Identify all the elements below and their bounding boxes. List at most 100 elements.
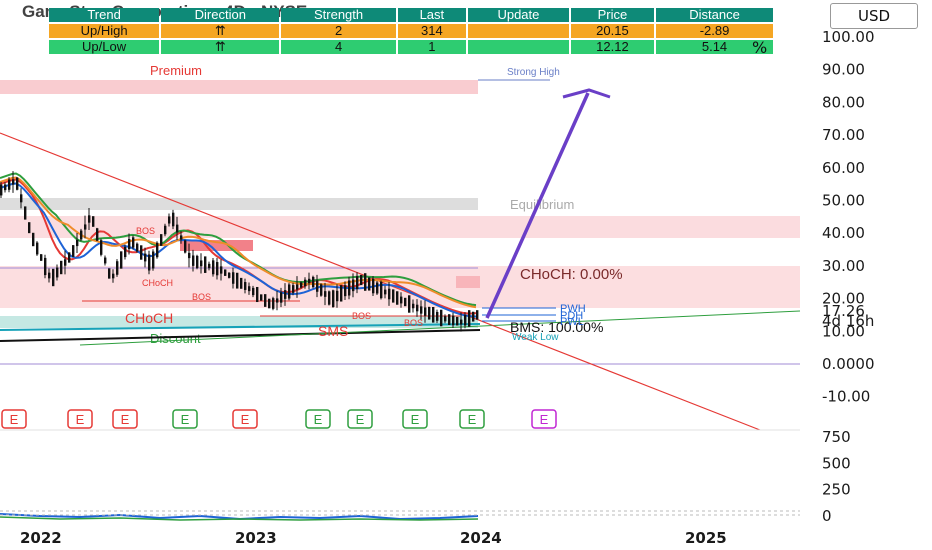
candle-body: [428, 307, 431, 320]
ema-line: [0, 178, 477, 315]
earnings-marker[interactable]: [459, 409, 485, 429]
candle-body: [148, 254, 151, 271]
earnings-marker-label: E: [241, 412, 250, 427]
candle-body: [312, 276, 315, 288]
candle-body: [196, 255, 199, 269]
cell-distance: -2.89: [656, 24, 773, 38]
projection-arrow[interactable]: [485, 92, 590, 319]
candle-body: [468, 310, 471, 327]
candle-body: [116, 261, 119, 275]
earnings-marker[interactable]: [531, 409, 557, 429]
candle-body: [192, 255, 195, 266]
earnings-marker[interactable]: [172, 409, 198, 429]
candle-body: [460, 319, 463, 325]
candle-body: [448, 314, 451, 325]
candle-body: [240, 277, 243, 289]
candle-body: [60, 260, 63, 275]
table-percent-suffix: %: [752, 38, 768, 57]
candle-body: [108, 268, 111, 279]
candle-body: [124, 246, 127, 258]
candle-body: [92, 216, 95, 227]
level-tick-lines: [482, 307, 556, 322]
moving-averages: [0, 172, 477, 318]
candle-body: [96, 228, 99, 241]
candle-body: [404, 297, 407, 307]
candle-body: [364, 273, 367, 291]
x-tick-label: 2023: [235, 529, 277, 547]
choch-main-label: CHoCH: [125, 310, 173, 326]
y-tick-label: 20.00: [822, 290, 865, 308]
earnings-marker[interactable]: [67, 409, 93, 429]
header-update: Update: [468, 8, 569, 22]
y-axis[interactable]: 100.00 90.00 80.00 70.00 60.00 50.00 40.00 30.0…: [822, 28, 875, 406]
candle-body: [68, 252, 71, 263]
candle-body: [252, 287, 255, 296]
x-axis[interactable]: 2022 2023 2024 2025: [20, 529, 727, 547]
green-trend-line: [79, 310, 801, 346]
candle-body: [248, 286, 251, 292]
candle-body: [8, 179, 11, 190]
candle-body: [152, 251, 155, 269]
cell-direction: ⇈: [161, 40, 280, 54]
candle-body: [220, 266, 223, 274]
earnings-marker[interactable]: [1, 409, 27, 429]
candle-body: [132, 237, 135, 248]
candle-body: [120, 251, 123, 269]
header-price: Price: [570, 8, 655, 22]
earnings-marker[interactable]: [232, 409, 258, 429]
candle-body: [304, 279, 307, 287]
candle-body: [80, 230, 83, 240]
y-tick-label: 60.00: [822, 159, 865, 177]
cell-last: 314: [397, 24, 467, 38]
candle-body: [256, 286, 259, 303]
earnings-marker-label: E: [121, 412, 130, 427]
candle-body: [300, 282, 303, 288]
candle-body: [272, 298, 275, 309]
earnings-marker[interactable]: [347, 409, 373, 429]
earnings-marker-label: E: [411, 412, 420, 427]
candle-body: [200, 260, 203, 267]
candle-body: [172, 212, 175, 227]
ema-line: [0, 172, 477, 307]
candle-body: [384, 289, 387, 295]
header-strength: Strength: [281, 8, 396, 22]
last-price-label: 17.26: [822, 302, 865, 320]
candle-body: [420, 306, 423, 314]
candle-body: [356, 276, 359, 290]
resistance-zone-upper: [0, 216, 800, 238]
info-table-row-low: Up/Low ⇈ 4 1 12.12 5.14: [49, 40, 773, 54]
earnings-marker[interactable]: [112, 409, 138, 429]
candle-body: [88, 215, 91, 223]
bos-label-1: BOS: [136, 226, 155, 236]
candle-body: [232, 272, 235, 284]
candle-body: [348, 280, 351, 296]
candle-body: [392, 289, 395, 303]
candle-body: [284, 290, 287, 299]
currency-button[interactable]: USD: [830, 3, 918, 29]
candle-body: [360, 274, 363, 286]
candle-body: [336, 290, 339, 302]
info-table-row-high: Up/High ⇈ 2 314 20.15 -2.89: [49, 24, 773, 38]
candle-body: [400, 296, 403, 304]
bos-label-3: BOS: [352, 311, 371, 321]
candle-body: [56, 267, 59, 278]
candle-body: [128, 238, 131, 250]
cell-update: [468, 24, 569, 38]
earnings-marker[interactable]: [305, 409, 331, 429]
weak-low-label: Weak Low: [512, 332, 559, 343]
header-distance: Distance: [656, 8, 773, 22]
candle-body: [228, 272, 231, 278]
candle-body: [204, 256, 207, 273]
y-tick-label: 50.00: [822, 192, 865, 210]
candle-body: [292, 285, 295, 293]
earnings-marker[interactable]: [402, 409, 428, 429]
discount-label: Discount: [150, 331, 201, 346]
candle-body: [208, 263, 211, 269]
pwh-label: PWH: [560, 303, 586, 315]
volume-tick-label: 750: [822, 428, 851, 446]
bos-label-4: BOS: [404, 318, 423, 328]
pwl-label: PWL: [560, 316, 584, 328]
candle-body: [104, 257, 107, 264]
